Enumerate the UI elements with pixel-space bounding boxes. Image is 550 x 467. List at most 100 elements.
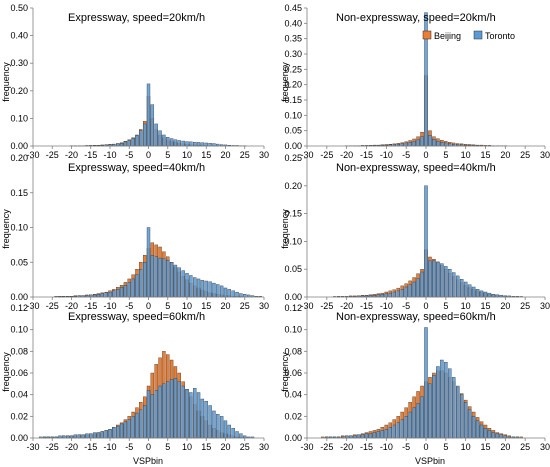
- bar-toronto: [158, 130, 162, 147]
- bar-toronto: [428, 383, 432, 439]
- bar-toronto: [412, 407, 416, 439]
- bar-toronto: [456, 385, 460, 439]
- x-tick-label: 10: [182, 150, 192, 160]
- y-tick-label: 0.20: [10, 86, 28, 96]
- x-tick-label: -20: [65, 442, 78, 452]
- axes: -30 -25 -20 -15 -10 -5 0 5 10 15 20 25 30 0.00 0.02 0.0…: [284, 303, 550, 452]
- legend: Beijing Toronto: [422, 30, 515, 41]
- x-axis-label: VSPbin: [133, 456, 163, 466]
- x-tick-label: 25: [240, 301, 250, 311]
- bar-toronto: [131, 138, 135, 147]
- y-tick-label: 0.30: [284, 49, 302, 59]
- bar-toronto: [146, 390, 151, 439]
- bar-toronto: [119, 143, 124, 147]
- bar-toronto: [459, 279, 464, 298]
- bar-toronto: [77, 434, 81, 439]
- bar-toronto: [380, 294, 385, 298]
- bar-toronto: [150, 255, 155, 298]
- bar-toronto: [491, 294, 496, 298]
- x-tick-label: 30: [540, 301, 550, 311]
- x-tick-label: 10: [461, 301, 471, 311]
- bar-toronto: [440, 359, 444, 439]
- bar-toronto: [104, 430, 108, 439]
- x-tick-label: 20: [220, 301, 230, 311]
- bar-toronto: [139, 130, 143, 147]
- x-tick-label: -30: [300, 301, 313, 311]
- bar-toronto: [483, 291, 488, 298]
- bar-toronto: [227, 424, 232, 439]
- x-tick-label: 20: [220, 442, 230, 452]
- bar-toronto: [216, 284, 220, 298]
- y-tick-label: 0.12: [284, 303, 302, 313]
- bar-toronto: [85, 433, 89, 439]
- axes: -30 -25 -20 -15 -10 -5 0 5 10 15 20 25 30 0.00 0.05 0.1…: [10, 153, 269, 311]
- panel-title: Expressway, speed=20km/h: [68, 12, 205, 24]
- x-tick-label: -5: [125, 301, 133, 311]
- legend-label-toronto: Toronto: [485, 31, 515, 41]
- bar-toronto: [104, 292, 108, 298]
- y-tick-label: 0.40: [10, 31, 28, 41]
- axes: -30 -25 -20 -15 -10 -5 0 5 10 15 20 25 30 0.00 0.02 0.0…: [10, 303, 269, 452]
- y-axis-label: frequency: [1, 352, 11, 392]
- bar-toronto: [416, 278, 420, 298]
- bar-toronto: [193, 277, 197, 298]
- x-tick-label: -5: [125, 442, 133, 452]
- x-tick-label: -15: [360, 150, 373, 160]
- bar-toronto: [408, 411, 412, 439]
- bar-toronto: [112, 290, 116, 298]
- bar-toronto: [231, 428, 235, 439]
- bar-toronto: [196, 142, 201, 147]
- x-tick-label: -30: [26, 442, 39, 452]
- x-tick-label: 0: [146, 442, 151, 452]
- x-tick-label: 10: [461, 150, 471, 160]
- bar-toronto: [412, 281, 416, 298]
- bar-toronto: [139, 409, 143, 439]
- bar-toronto: [368, 433, 373, 439]
- x-tick-label: -15: [360, 301, 373, 311]
- legend-swatch-toronto: [473, 30, 483, 40]
- y-tick-label: 0.20: [10, 153, 28, 163]
- legend-swatch-beijing: [422, 30, 432, 40]
- bar-toronto: [135, 135, 139, 147]
- bar-toronto: [467, 409, 472, 439]
- x-tick-label: -20: [340, 301, 353, 311]
- bar-toronto: [158, 257, 162, 298]
- bar-toronto: [404, 416, 408, 439]
- x-tick-label: -15: [360, 442, 373, 452]
- y-tick-label: 0.35: [284, 34, 302, 44]
- bar-toronto: [436, 261, 440, 298]
- bar-toronto: [404, 142, 408, 147]
- bar-toronto: [193, 387, 197, 439]
- bar-toronto: [127, 140, 131, 147]
- x-tick-label: 5: [443, 442, 448, 452]
- bar-toronto: [404, 286, 408, 298]
- bar-toronto: [108, 429, 112, 439]
- bar-toronto: [196, 278, 201, 298]
- bar-toronto: [400, 419, 404, 439]
- y-tick-label: 0.00: [10, 141, 28, 151]
- bar-toronto: [127, 419, 131, 439]
- y-tick-label: 0.15: [10, 188, 28, 198]
- x-tick-label: -30: [26, 150, 39, 160]
- bar-toronto: [204, 142, 208, 147]
- x-tick-label: 0: [146, 150, 151, 160]
- x-tick-label: 0: [423, 442, 428, 452]
- panel-title: Non-expressway, speed=60km/h: [336, 311, 496, 323]
- bar-toronto: [487, 292, 492, 298]
- bar-toronto: [162, 134, 166, 147]
- y-tick-label: 0.05: [284, 264, 302, 274]
- x-tick-label: -20: [340, 150, 353, 160]
- x-tick-label: 30: [540, 442, 550, 452]
- x-tick-label: -15: [84, 150, 97, 160]
- bar-toronto: [208, 281, 212, 298]
- bar-toronto: [177, 140, 181, 147]
- x-tick-label: 30: [259, 442, 269, 452]
- bar-toronto: [223, 420, 228, 439]
- y-tick-label: 0.05: [284, 126, 302, 136]
- x-tick-label: -25: [46, 301, 59, 311]
- y-tick-label: 0.02: [10, 411, 28, 421]
- bar-toronto: [479, 424, 484, 439]
- bar-toronto: [235, 431, 239, 439]
- bar-toronto: [181, 385, 185, 439]
